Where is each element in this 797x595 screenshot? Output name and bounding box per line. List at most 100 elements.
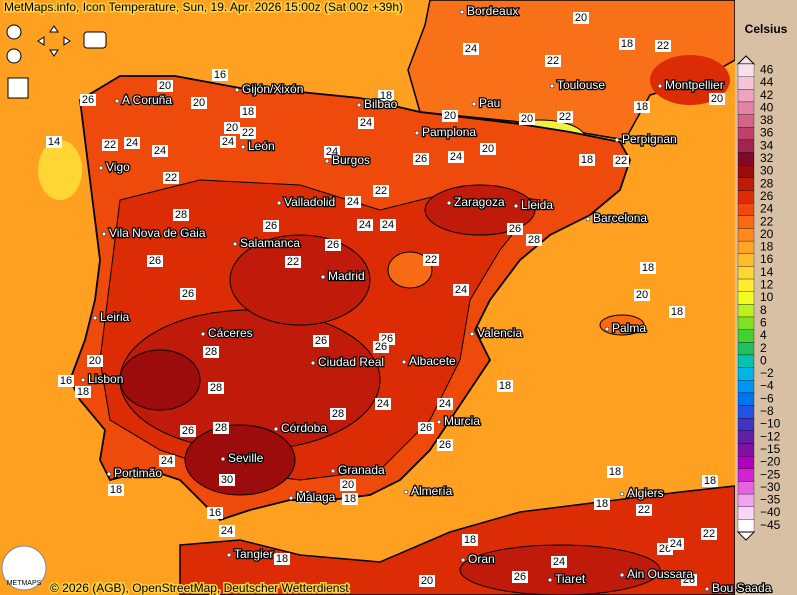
contour-label-box [453,284,469,296]
fullscreen[interactable] [7,77,29,99]
legend-label: 20 [760,227,774,241]
legend-swatch [737,316,755,330]
legend-swatch [737,215,755,229]
city-label: Ciudad Real [318,355,384,369]
legend-label: 10 [760,290,774,304]
contour-label-box [681,574,697,586]
city-label: Valladolid [284,195,335,209]
contour-label-box [208,382,224,394]
city-dot [114,98,120,104]
city-label: Tangier [234,547,273,561]
region [229,234,371,326]
contour-label: 20 [575,12,587,24]
contour-label: 28 [332,408,344,420]
legend-swatch [737,481,755,495]
legend-swatch [737,405,755,419]
contour-label: 22 [165,172,177,184]
city-label: Córdoba [281,421,327,435]
contour-label-box [640,262,656,274]
pan-left[interactable] [37,36,45,46]
city-label: Zaragoza [454,195,505,209]
city-dot [240,144,246,150]
contour-label: 24 [222,136,234,148]
contour-label-box [58,375,74,387]
city-dot [330,468,336,474]
contour-label: 18 [609,466,621,478]
contour-label-box [512,571,528,583]
contour-label: 18 [242,106,254,118]
contour-label-box [191,97,207,109]
contour-label: 26 [82,94,94,106]
contour-label: 18 [110,484,122,496]
contour-label-box [448,151,464,163]
contour-label: 24 [439,398,451,410]
legend-label: −10 [760,417,781,431]
pan-down[interactable] [49,49,59,57]
city-label: Salamanca [240,236,300,250]
contour-label: 24 [553,556,565,568]
contour-label: 20 [636,289,648,301]
city-dot [704,586,710,592]
legend-label: 0 [760,353,767,367]
contour-label: 28 [175,209,187,221]
contour-label: 24 [221,525,233,537]
contour-label-box [413,153,429,165]
contour-label: 18 [596,498,608,510]
legend-swatch [737,228,755,242]
contour-label: 18 [621,38,633,50]
contour-label-box [634,101,650,113]
contour-label-box [607,466,623,478]
legend-label: 12 [760,278,774,292]
contour-label-box [325,239,341,251]
city-label: Valencia [477,326,522,340]
contour-label: 28 [210,382,222,394]
contour-label: 22 [703,528,715,540]
contour-label-box [373,185,389,197]
legend-label: 14 [760,265,774,279]
contour-label: 24 [455,284,467,296]
copyright: © 2026 (AGB), OpenStreetMap, Deutscher W… [50,581,349,595]
contour-label-box [147,255,163,267]
contour-label-box [102,139,118,151]
contour-label-box [46,136,62,148]
region [119,349,201,411]
contour-label: 18 [380,90,392,102]
city-label: Portimão [114,466,162,480]
contour-label-box [463,43,479,55]
contour-label-box [636,504,652,516]
contour-label-box [613,155,629,167]
legend-swatch [737,418,755,432]
legend-label: 16 [760,252,774,266]
legend-label: 44 [760,75,774,89]
legend-swatch [737,380,755,394]
city-label: Bordeaux [467,4,518,18]
contour-label-box [442,110,458,122]
zoom-out[interactable] [6,48,22,64]
legend-swatch [737,455,755,469]
city-label: Lleida [521,198,553,212]
pan-right[interactable] [63,36,71,46]
contour-label-box [285,256,301,268]
legend-label: 26 [760,189,774,203]
legend-swatch [737,367,755,381]
legend-label: −2 [760,366,774,380]
city-label: Bilbao [364,97,398,111]
city-label: Montpellier [665,78,724,92]
contour-label: 24 [126,137,138,149]
pan-up[interactable] [49,25,59,33]
contour-label-box [152,145,168,157]
legend-swatch [737,202,755,216]
contour-label-box [240,106,256,118]
city-dot [549,83,555,89]
camera[interactable] [83,31,107,49]
legend-label: −20 [760,455,781,469]
legend-label: −45 [760,518,781,532]
contour-label: 22 [287,256,299,268]
contour-label: 16 [209,507,221,519]
contour-label: 18 [464,534,476,546]
legend-swatch [737,89,755,103]
legend-label: −12 [760,429,781,443]
zoom-in[interactable] [6,24,22,40]
legend-swatch [737,266,755,280]
city-dot [98,165,104,171]
